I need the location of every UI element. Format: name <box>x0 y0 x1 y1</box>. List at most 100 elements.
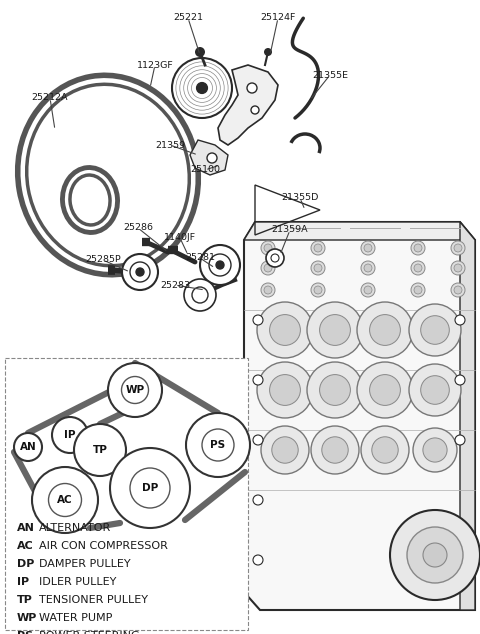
Circle shape <box>454 264 462 272</box>
Circle shape <box>454 244 462 252</box>
Text: WATER PUMP: WATER PUMP <box>39 613 112 623</box>
Circle shape <box>32 467 98 533</box>
Circle shape <box>216 261 224 269</box>
Circle shape <box>207 153 217 163</box>
Circle shape <box>261 241 275 255</box>
Text: TP: TP <box>93 445 108 455</box>
Circle shape <box>264 244 272 252</box>
Circle shape <box>411 241 425 255</box>
Circle shape <box>192 287 208 303</box>
Circle shape <box>272 437 298 463</box>
Ellipse shape <box>27 84 189 266</box>
Circle shape <box>184 279 216 311</box>
Ellipse shape <box>70 175 110 225</box>
Text: 25286: 25286 <box>123 224 153 233</box>
Circle shape <box>257 302 313 358</box>
Text: 25281: 25281 <box>185 254 215 262</box>
Circle shape <box>110 448 190 528</box>
Circle shape <box>372 437 398 463</box>
Circle shape <box>420 316 449 344</box>
Text: IP: IP <box>17 577 29 587</box>
Circle shape <box>320 375 350 405</box>
Circle shape <box>407 527 463 583</box>
Circle shape <box>409 364 461 416</box>
Circle shape <box>370 375 400 405</box>
Circle shape <box>361 241 375 255</box>
Text: 25212A: 25212A <box>32 93 68 103</box>
Circle shape <box>257 362 313 418</box>
Circle shape <box>364 286 372 294</box>
Text: 21355D: 21355D <box>281 193 319 202</box>
Text: 25283: 25283 <box>160 280 190 290</box>
Text: AN: AN <box>17 523 35 533</box>
Circle shape <box>200 245 240 285</box>
Circle shape <box>247 83 257 93</box>
Circle shape <box>307 302 363 358</box>
Circle shape <box>361 283 375 297</box>
Text: AIR CON COMPRESSOR: AIR CON COMPRESSOR <box>39 541 168 551</box>
Text: IP: IP <box>64 430 76 440</box>
Circle shape <box>314 286 322 294</box>
Circle shape <box>253 495 263 505</box>
Circle shape <box>322 437 348 463</box>
Circle shape <box>253 375 263 385</box>
Text: 21359A: 21359A <box>272 226 308 235</box>
Circle shape <box>454 286 462 294</box>
Circle shape <box>264 264 272 272</box>
Circle shape <box>314 244 322 252</box>
Circle shape <box>364 244 372 252</box>
Circle shape <box>357 362 413 418</box>
Text: AN: AN <box>20 442 36 452</box>
Text: ALTERNATOR: ALTERNATOR <box>39 523 111 533</box>
Polygon shape <box>244 222 475 240</box>
Circle shape <box>414 286 422 294</box>
Text: 1140JF: 1140JF <box>164 233 196 242</box>
Circle shape <box>130 262 150 282</box>
Text: 25285P: 25285P <box>85 256 121 264</box>
Circle shape <box>423 543 447 567</box>
Circle shape <box>314 264 322 272</box>
Circle shape <box>411 283 425 297</box>
Circle shape <box>253 435 263 445</box>
Polygon shape <box>218 65 278 145</box>
Text: DP: DP <box>142 483 158 493</box>
Text: POWER STEERING: POWER STEERING <box>39 631 140 634</box>
Text: AC: AC <box>57 495 73 505</box>
Circle shape <box>108 363 162 417</box>
Circle shape <box>451 261 465 275</box>
Text: 21359: 21359 <box>155 141 185 150</box>
Text: 25124F: 25124F <box>260 13 296 22</box>
Text: 25221: 25221 <box>173 13 203 22</box>
Circle shape <box>136 268 144 276</box>
Circle shape <box>270 375 300 405</box>
Circle shape <box>414 244 422 252</box>
Circle shape <box>251 106 259 114</box>
Circle shape <box>451 283 465 297</box>
Text: WP: WP <box>17 613 37 623</box>
Circle shape <box>261 426 309 474</box>
Circle shape <box>253 315 263 325</box>
Circle shape <box>52 417 88 453</box>
Polygon shape <box>460 222 475 610</box>
Circle shape <box>390 510 480 600</box>
Circle shape <box>409 304 461 356</box>
Circle shape <box>307 362 363 418</box>
Circle shape <box>361 261 375 275</box>
Text: DAMPER PULLEY: DAMPER PULLEY <box>39 559 131 569</box>
Text: 1123GF: 1123GF <box>137 60 173 70</box>
Circle shape <box>266 249 284 267</box>
Circle shape <box>264 48 272 56</box>
Circle shape <box>74 424 126 476</box>
Circle shape <box>320 314 350 346</box>
Circle shape <box>270 314 300 346</box>
Circle shape <box>209 254 231 276</box>
FancyBboxPatch shape <box>5 358 248 630</box>
Circle shape <box>186 413 250 477</box>
Circle shape <box>14 433 42 461</box>
Circle shape <box>364 264 372 272</box>
Circle shape <box>413 428 457 472</box>
Text: TP: TP <box>17 595 33 605</box>
Circle shape <box>261 261 275 275</box>
Circle shape <box>264 286 272 294</box>
Text: DP: DP <box>17 559 35 569</box>
